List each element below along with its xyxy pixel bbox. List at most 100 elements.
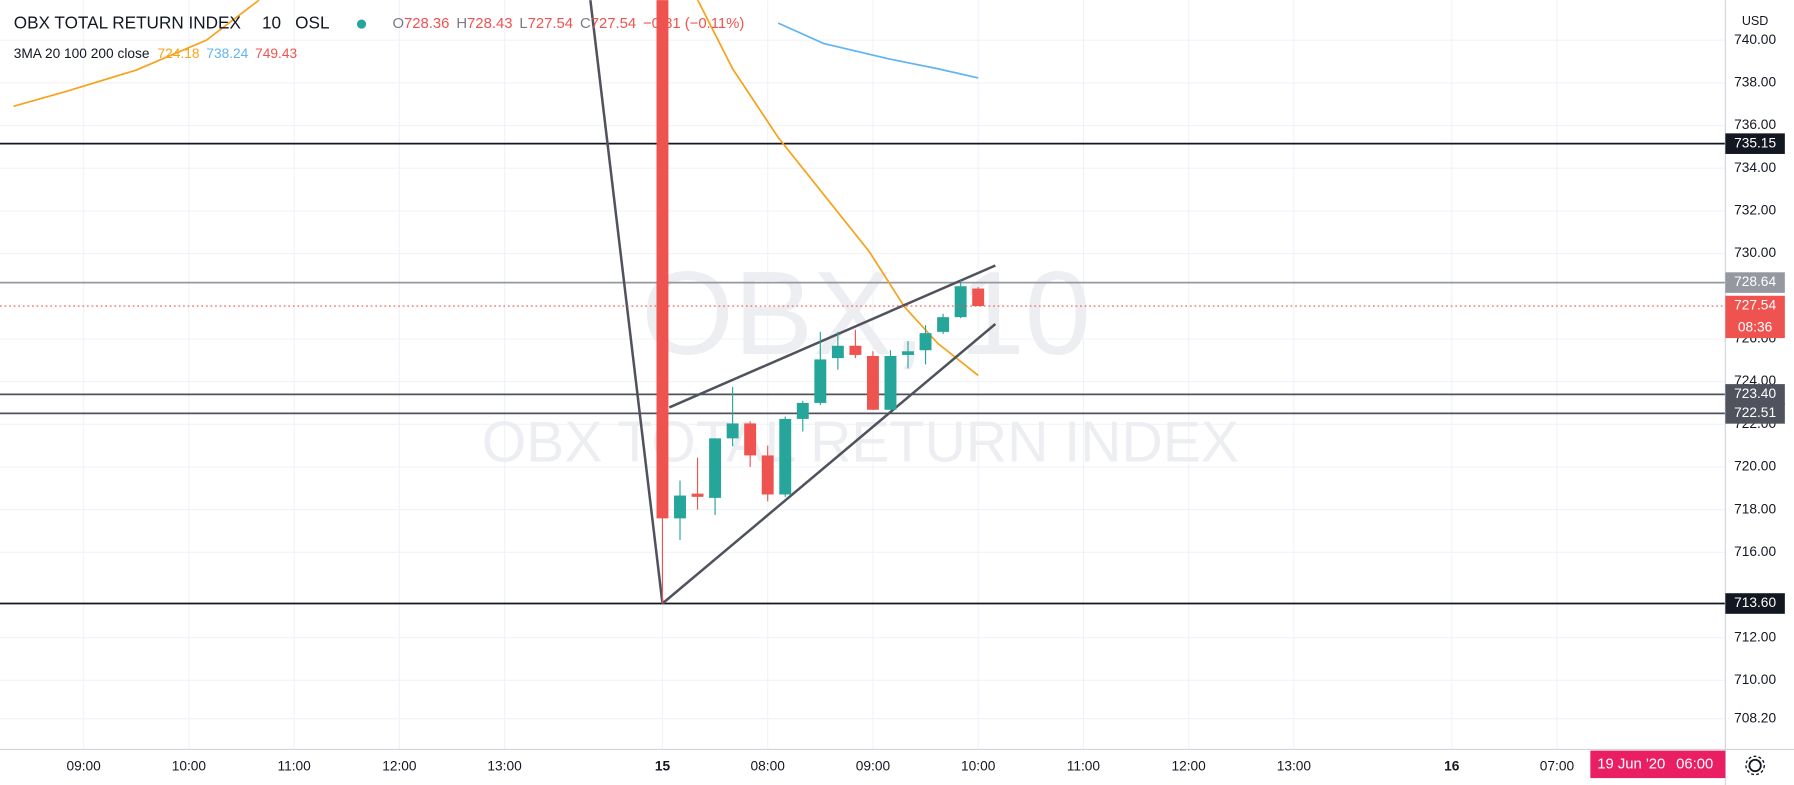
crosshair-time: 06:00 — [1676, 756, 1713, 772]
crosshair-label-box — [1590, 750, 1726, 779]
crosshair-date: 19 Jun '20 — [1597, 756, 1665, 772]
trendline — [668, 264, 996, 409]
x-tick-label: 11:00 — [277, 758, 311, 773]
indicator-value: 724.18 — [158, 45, 200, 60]
candle-body — [954, 286, 967, 318]
trendline — [661, 323, 997, 605]
y-tick-label: 712.00 — [1734, 629, 1776, 644]
candle-body — [831, 345, 844, 359]
last-price-box — [1725, 295, 1785, 339]
header: OBX TOTAL RETURN INDEX 10 OSL O728.36 H72… — [14, 13, 745, 61]
price-label-box — [1725, 384, 1785, 405]
ohlc-label: O — [392, 16, 404, 32]
y-tick-label: 718.00 — [1734, 501, 1776, 516]
candle-body — [866, 355, 879, 410]
candle-body — [691, 493, 704, 497]
watermark-title: OBX TOTAL RETURN INDEX — [482, 410, 1239, 474]
watermark: OBX, 10 OBX TOTAL RETURN INDEX — [482, 247, 1239, 474]
x-tick-label: 12:00 — [1171, 758, 1206, 773]
moving-average-line — [696, 0, 979, 377]
candle-body — [902, 351, 914, 355]
grid — [0, 0, 1726, 750]
candle-body — [796, 402, 809, 419]
settings-icon-teeth[interactable] — [1745, 755, 1765, 776]
exchange: OSL — [295, 13, 329, 33]
price-label: 722.51 — [1734, 405, 1776, 420]
symbol-title: OBX TOTAL RETURN INDEX — [14, 13, 242, 33]
ohlc-label: C — [580, 16, 591, 32]
ohlc-label: L — [519, 16, 527, 32]
y-tick-label: 708.20 — [1734, 710, 1776, 725]
price-label-box — [1725, 593, 1785, 614]
x-tick-label: 13:00 — [487, 758, 522, 773]
candle-body — [726, 423, 739, 439]
market-status[interactable] — [356, 19, 367, 29]
candle-body — [744, 423, 757, 456]
x-tick-label: 08:00 — [751, 758, 786, 773]
candle-body — [674, 495, 686, 519]
plot — [0, 0, 1726, 605]
x-tick-label: 15 — [655, 758, 671, 773]
price-label: 723.40 — [1734, 386, 1776, 401]
y-tick-label: 710.00 — [1734, 672, 1776, 687]
y-tick-label: 730.00 — [1734, 245, 1776, 260]
indicator-value: 749.43 — [255, 45, 297, 60]
trendline — [589, 0, 664, 604]
axes: 740.00738.00736.00734.00732.00730.00726.… — [66, 32, 1785, 773]
countdown: 08:36 — [1738, 319, 1773, 334]
candle-body — [761, 455, 774, 495]
last-price-label: 727.54 — [1734, 298, 1776, 313]
moving-average-line — [13, 0, 260, 108]
candle-body — [709, 438, 722, 498]
price-label: 735.15 — [1734, 135, 1776, 150]
y-tick-label: 738.00 — [1734, 74, 1776, 89]
interval: 10 — [262, 13, 281, 33]
settings-icon[interactable] — [1748, 758, 1762, 773]
y-tick-label: 736.00 — [1734, 117, 1776, 132]
price-label-box — [1725, 272, 1785, 293]
x-tick-label: 16 — [1444, 758, 1460, 773]
price-label-box — [1725, 133, 1785, 154]
candle-body — [849, 345, 862, 355]
y-tick-label: 716.00 — [1734, 544, 1776, 559]
candle-body — [972, 288, 985, 307]
y-tick-label: 740.00 — [1734, 32, 1776, 47]
x-tick-label: 07:00 — [1540, 758, 1575, 773]
x-tick-label: 11:00 — [1067, 758, 1101, 773]
watermark-symbol: OBX, 10 — [641, 247, 1091, 380]
ohlc-value: 728.43 — [467, 16, 512, 32]
moving-average-line — [777, 22, 979, 79]
indicator-value: 738.24 — [206, 45, 248, 60]
settings-button[interactable] — [1745, 755, 1765, 776]
ohlc-value: 728.36 — [404, 16, 449, 32]
ohlc: O728.36 H728.43 L727.54 C727.54 −0.81 (−0.11… — [392, 16, 744, 32]
currency: USD — [1742, 14, 1769, 28]
x-tick-label: 10:00 — [961, 758, 996, 773]
x-tick-label: 12:00 — [382, 758, 417, 773]
ohlc-value: 727.54 — [528, 16, 573, 32]
candle-body — [937, 317, 950, 332]
candle-body — [779, 418, 792, 495]
change: −0.81 (−0.11%) — [643, 16, 744, 32]
x-tick-label: 10:00 — [172, 758, 207, 773]
candle-body — [656, 0, 669, 519]
indicator-legend: 3MA 20 100 200 close 724.18 738.24 749.43 — [14, 45, 298, 60]
x-tick-label: 09:00 — [66, 758, 101, 773]
y-tick-label: 734.00 — [1734, 160, 1776, 175]
x-tick-label: 13:00 — [1277, 758, 1312, 773]
candle-body — [919, 333, 932, 351]
y-tick-label: 732.00 — [1734, 203, 1776, 218]
x-tick-label: 09:00 — [856, 758, 891, 773]
candle-body — [884, 355, 897, 410]
ohlc-label: H — [456, 16, 467, 32]
price-label-box — [1725, 403, 1785, 424]
price-label: 713.60 — [1734, 595, 1776, 610]
ohlc-value: 727.54 — [591, 16, 636, 32]
price-label: 728.64 — [1734, 274, 1776, 289]
y-tick-label: 720.00 — [1734, 459, 1776, 474]
indicator-label: 3MA 20 100 200 close — [14, 45, 150, 60]
candle-body — [814, 359, 827, 403]
